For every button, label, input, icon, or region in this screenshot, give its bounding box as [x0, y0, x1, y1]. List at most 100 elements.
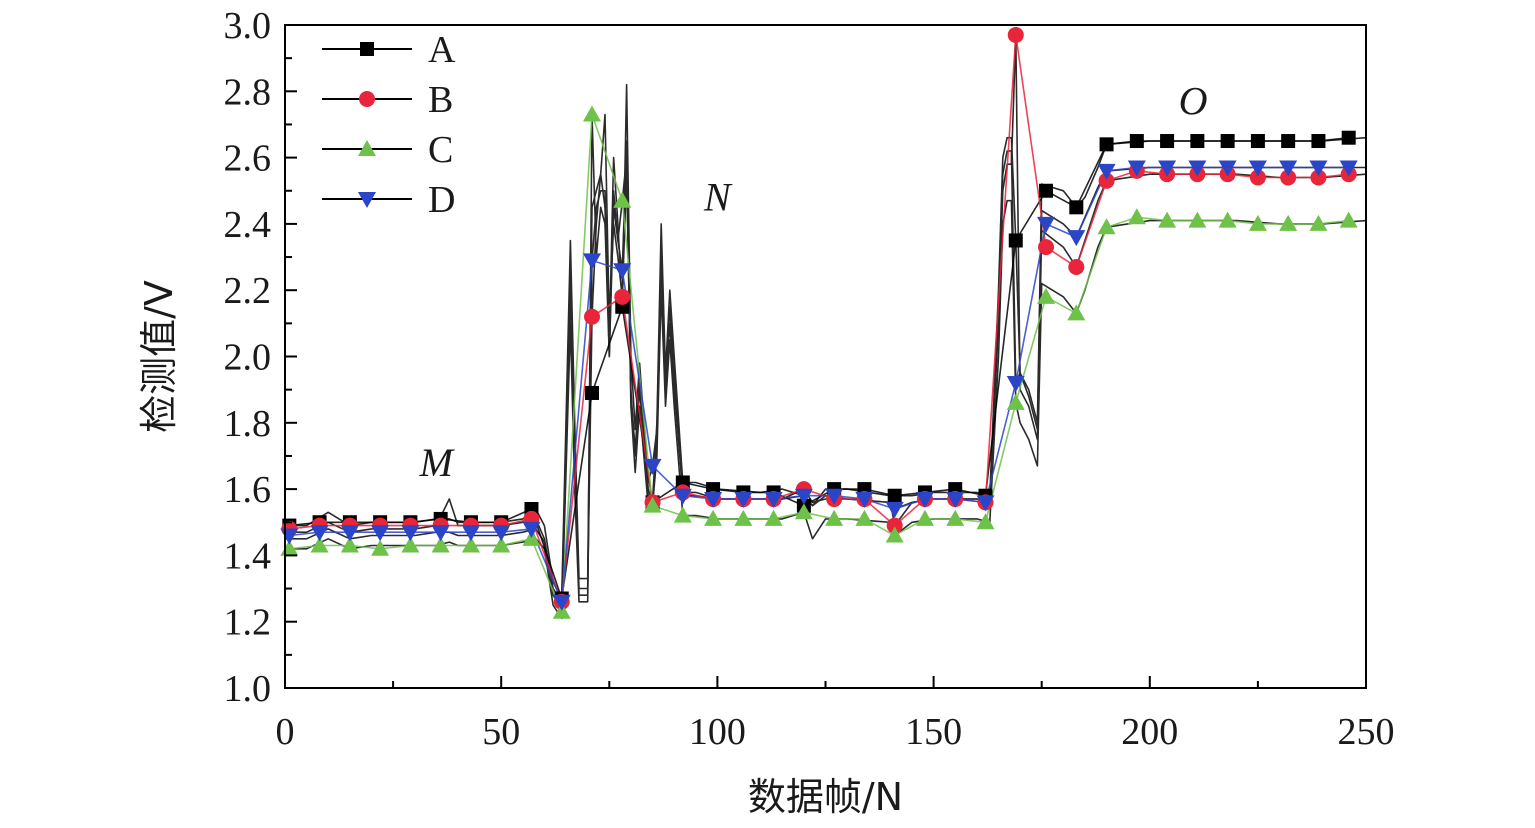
data-point-a	[1190, 134, 1205, 149]
data-point-c	[825, 509, 844, 526]
y-tick-label: 1.8	[224, 403, 272, 445]
data-point-c	[1067, 304, 1086, 321]
data-point-a	[1039, 183, 1054, 198]
x-axis-ticks: 0 50 100 150 200 250	[276, 676, 1395, 753]
data-point-d	[1006, 376, 1025, 393]
data-point-d	[976, 495, 995, 512]
data-point-c	[1339, 211, 1358, 228]
data-point-d	[1248, 160, 1267, 177]
data-point-d	[885, 501, 904, 518]
data-point-c	[401, 536, 420, 553]
data-point-b	[1038, 239, 1055, 256]
data-point-c	[613, 191, 632, 208]
series-markers	[280, 26, 1358, 619]
data-point-c	[643, 496, 662, 513]
data-point-b	[1068, 258, 1085, 275]
data-point-c	[764, 509, 783, 526]
data-point-c	[583, 105, 602, 122]
data-point-b	[1280, 169, 1297, 186]
data-point-d	[280, 528, 299, 545]
legend-label: D	[428, 179, 455, 221]
legend-entry-a: A	[322, 29, 456, 71]
data-point-d	[825, 488, 844, 505]
legend-entry-c: C	[322, 129, 453, 171]
y-tick-label: 1.4	[224, 535, 272, 577]
x-tick-label: 0	[276, 711, 295, 753]
y-tick-label: 1.6	[224, 469, 272, 511]
data-point-c	[1309, 214, 1328, 231]
y-tick-label: 2.2	[224, 270, 272, 312]
plot-area-frame	[284, 24, 1367, 689]
data-point-d	[915, 492, 934, 509]
data-point-d	[1158, 160, 1177, 177]
data-point-d	[431, 525, 450, 542]
data-point-d	[734, 492, 753, 509]
data-point-d	[1218, 160, 1237, 177]
y-tick-label: 1.2	[224, 602, 272, 644]
data-point-c	[371, 539, 390, 556]
data-point-d	[310, 525, 329, 542]
data-point-c	[976, 513, 995, 530]
region-annotations: M N O	[419, 79, 1208, 485]
data-point-a	[1129, 134, 1144, 149]
data-point-d	[764, 492, 783, 509]
legend-label: A	[428, 29, 456, 71]
data-point-d	[401, 525, 420, 542]
data-point-c	[673, 506, 692, 523]
data-point-a	[1099, 137, 1114, 152]
data-point-a	[1160, 134, 1175, 149]
annotation-o: O	[1179, 79, 1208, 124]
x-tick-label: 150	[905, 711, 962, 753]
data-point-a	[1341, 130, 1356, 145]
data-point-c	[1127, 208, 1146, 225]
legend-marker-a	[360, 42, 374, 56]
data-point-a	[1311, 134, 1326, 149]
data-point-c	[1006, 393, 1025, 410]
y-tick-label: 2.6	[224, 138, 272, 180]
data-point-c	[431, 536, 450, 553]
data-point-d	[522, 521, 541, 538]
legend-label: C	[428, 129, 453, 171]
annotation-m: M	[419, 440, 456, 485]
data-point-d	[1188, 160, 1207, 177]
data-point-d	[461, 525, 480, 542]
data-point-c	[492, 536, 511, 553]
series-line-d	[289, 166, 1349, 603]
data-point-d	[1037, 216, 1056, 233]
data-point-a	[1069, 200, 1084, 215]
data-point-b	[1310, 169, 1327, 186]
data-point-a	[887, 488, 902, 503]
legend-label: B	[428, 79, 453, 121]
data-point-b	[1007, 26, 1024, 43]
legend-marker-c	[358, 140, 376, 156]
data-point-c	[461, 536, 480, 553]
y-tick-label: 2.8	[224, 71, 272, 113]
y-axis-title: 检测值/V	[137, 280, 181, 433]
x-tick-label: 100	[689, 711, 746, 753]
data-point-d	[1127, 160, 1146, 177]
data-point-c	[794, 503, 813, 520]
data-point-c	[704, 509, 723, 526]
data-point-b	[584, 308, 601, 325]
data-point-c	[855, 509, 874, 526]
y-tick-label: 3.0	[224, 5, 272, 47]
data-point-d	[946, 492, 965, 509]
y-axis-ticks: 1.0 1.2 1.4 1.6 1.8 2.0 2.2 2.4 2.6 2.8 3.0	[224, 5, 297, 710]
x-axis-title: 数据帧/N	[748, 775, 903, 819]
data-point-d	[1097, 163, 1116, 180]
data-point-d	[1339, 160, 1358, 177]
data-point-a	[1220, 134, 1235, 149]
x-tick-label: 250	[1338, 711, 1395, 753]
data-point-b	[614, 288, 631, 305]
data-point-d	[583, 253, 602, 270]
data-point-c	[340, 536, 359, 553]
legend-entry-d: D	[322, 179, 455, 221]
data-point-a	[1250, 134, 1265, 149]
data-point-c	[1188, 211, 1207, 228]
data-point-d	[613, 263, 632, 280]
data-point-a	[1008, 233, 1023, 248]
data-point-b	[886, 517, 903, 534]
data-point-c	[1248, 214, 1267, 231]
